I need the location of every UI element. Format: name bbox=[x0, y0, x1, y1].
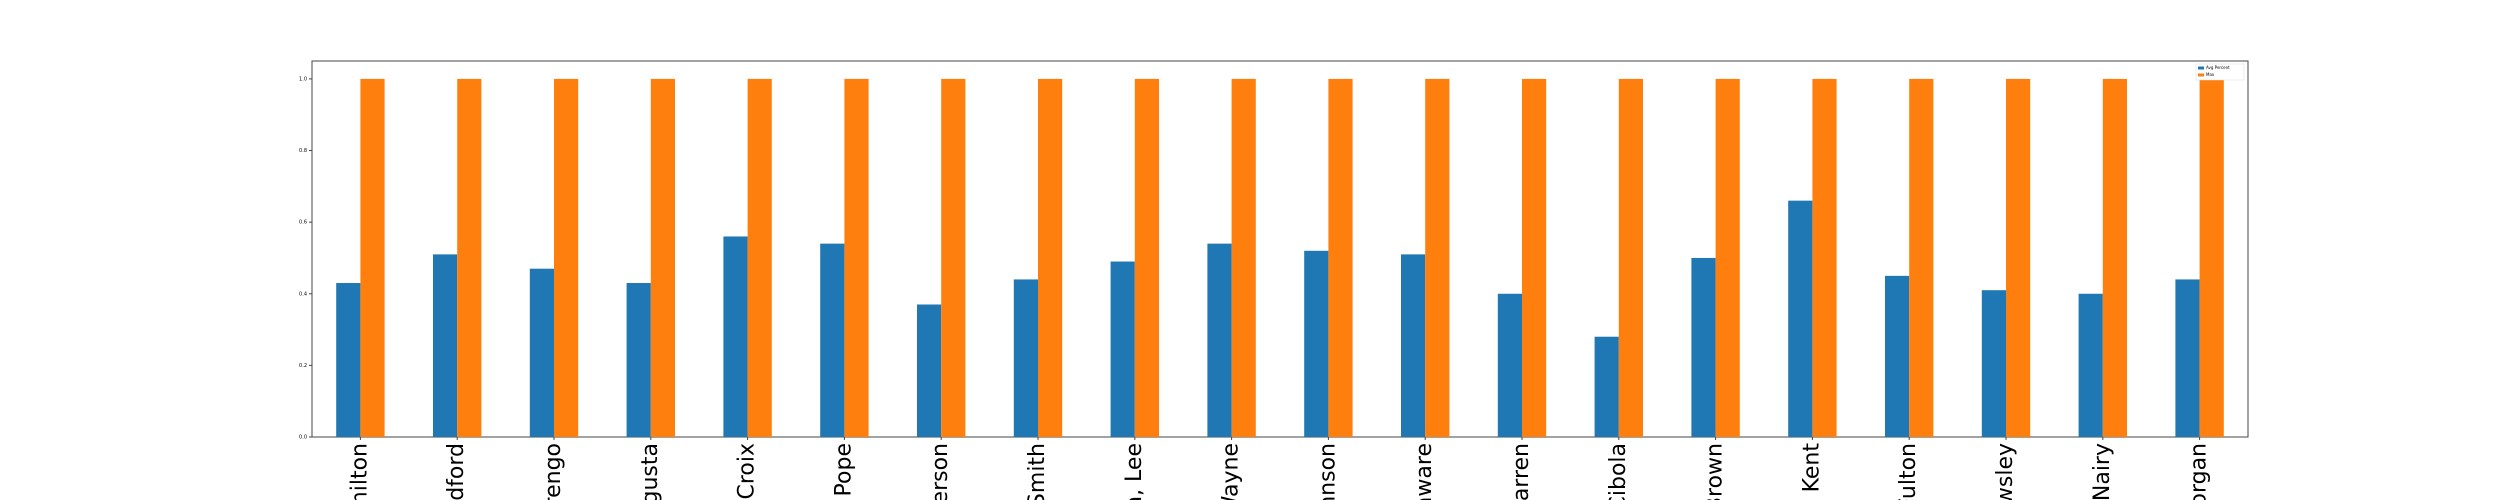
y-tick-label: 1.0 bbox=[299, 76, 307, 82]
bar bbox=[1885, 275, 1910, 437]
x-tick-label: , Kent bbox=[1799, 443, 1824, 500]
bar bbox=[1691, 257, 1716, 437]
bar bbox=[1038, 78, 1063, 438]
bar bbox=[529, 268, 554, 437]
x-tick-label: milton bbox=[347, 443, 372, 500]
plot-frame bbox=[311, 60, 2249, 438]
x-tick-label: Smith bbox=[1025, 443, 1050, 500]
bar bbox=[1909, 78, 1934, 438]
y-tick-label: 0.8 bbox=[299, 148, 307, 154]
bar bbox=[457, 78, 482, 438]
y-tick-label: 0.0 bbox=[299, 435, 307, 441]
bar bbox=[2078, 293, 2103, 437]
legend: Avg Percent Max bbox=[2195, 63, 2245, 81]
x-tick-label: odford bbox=[444, 443, 469, 500]
bar bbox=[1788, 200, 1813, 437]
bar bbox=[1812, 78, 1837, 438]
bar bbox=[554, 78, 579, 438]
x-tick-label: nnson bbox=[1315, 443, 1340, 500]
bar bbox=[941, 78, 966, 438]
bar bbox=[1328, 78, 1353, 438]
x-tick-label: gusta bbox=[638, 443, 663, 500]
x-tick-label: Fulton bbox=[1896, 443, 1921, 500]
legend-swatch bbox=[2198, 73, 2204, 77]
legend-frame bbox=[2195, 63, 2245, 81]
bar bbox=[336, 283, 361, 437]
bar bbox=[1618, 78, 1643, 438]
legend-swatch bbox=[2198, 66, 2204, 70]
x-tick-label: Croix bbox=[735, 443, 760, 500]
x-tick-label: organ bbox=[2187, 443, 2212, 500]
bar bbox=[1715, 78, 1740, 438]
bar bbox=[820, 243, 845, 437]
y-tick-label: 0.2 bbox=[299, 363, 307, 369]
legend-label: Avg Percent bbox=[2206, 65, 2230, 70]
x-tick-label: wsley bbox=[1993, 443, 2018, 500]
bar bbox=[1013, 279, 1038, 437]
bar bbox=[1207, 243, 1232, 437]
bar bbox=[1304, 250, 1329, 437]
bar bbox=[1110, 261, 1135, 437]
bar bbox=[433, 254, 458, 437]
bar bbox=[747, 78, 772, 438]
x-tick-label: Pope bbox=[831, 443, 856, 496]
legend-label: Max bbox=[2206, 72, 2215, 77]
bar bbox=[2102, 78, 2127, 438]
bar bbox=[844, 78, 869, 438]
x-tick-label: Warren bbox=[1509, 443, 1534, 500]
bar bbox=[2006, 78, 2031, 438]
x-tick-label: aware bbox=[1412, 443, 1437, 500]
x-tick-label: a, Lee bbox=[1122, 443, 1147, 500]
y-tick-label: 0.4 bbox=[299, 291, 307, 297]
bar bbox=[1134, 78, 1159, 438]
bar bbox=[723, 236, 748, 437]
x-tick-label: Brown bbox=[1703, 443, 1728, 500]
bar bbox=[2199, 78, 2224, 438]
bar bbox=[917, 304, 942, 437]
x-tick-label: Wayne bbox=[1219, 443, 1244, 500]
bar bbox=[626, 283, 651, 437]
x-tick-label: Cibola bbox=[1606, 443, 1631, 500]
bar bbox=[360, 78, 385, 438]
bar bbox=[650, 78, 675, 438]
bar bbox=[1497, 293, 1522, 437]
x-tick-label: rengo bbox=[541, 443, 566, 500]
x-tick-label: cNairy bbox=[2090, 443, 2115, 500]
bar bbox=[2175, 279, 2200, 437]
bar bbox=[1231, 78, 1256, 438]
bar bbox=[1981, 290, 2006, 437]
bar bbox=[1522, 78, 1547, 438]
bar bbox=[1594, 336, 1619, 437]
x-tick-label: erson bbox=[928, 443, 953, 500]
bar bbox=[1401, 254, 1426, 437]
bar bbox=[1425, 78, 1450, 438]
y-tick-label: 0.6 bbox=[299, 220, 307, 226]
